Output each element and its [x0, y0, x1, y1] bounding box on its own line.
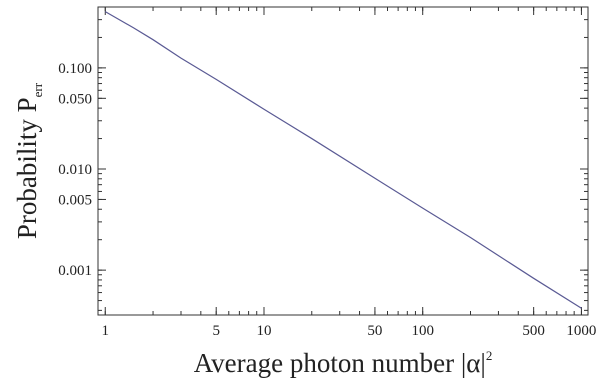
- series-line: [104, 11, 582, 309]
- y-tick-label: 0.001: [58, 263, 92, 279]
- x-tick-label: 10: [256, 323, 271, 339]
- y-axis-title-main: Probability P: [12, 97, 42, 239]
- y-tick-label: 0.005: [58, 192, 92, 208]
- x-tick-label: 500: [522, 323, 545, 339]
- ticks: 1 5 10 50 100 500 1000 0.100 0.050 0.010 0.005 0.00…: [58, 6, 596, 339]
- x-axis-title: Average photon number |α|2: [194, 348, 493, 378]
- x-axis-title-main: Average photon number |α|: [194, 348, 486, 378]
- plot-frame: [97, 6, 589, 316]
- x-tick-label: 50: [367, 323, 382, 339]
- y-axis-title-sub: err: [30, 82, 45, 97]
- x-tick-label: 5: [212, 323, 220, 339]
- x-tick-label: 1: [102, 323, 110, 339]
- series: [104, 11, 582, 309]
- y-tick-label: 0.100: [58, 61, 92, 77]
- x-axis-title-sup: 2: [486, 348, 493, 363]
- x-tick-label: 100: [411, 323, 434, 339]
- y-tick-label: 0.050: [58, 91, 92, 107]
- x-tick-label: 1000: [566, 323, 596, 339]
- y-tick-label: 0.010: [58, 162, 92, 178]
- y-axis-title: Probability Perr: [12, 82, 45, 239]
